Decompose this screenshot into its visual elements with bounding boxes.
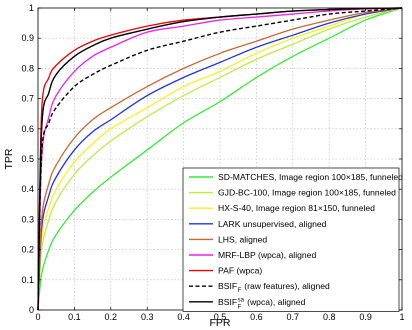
roc-curve-4 (37, 7, 403, 311)
roc-curve-9 (37, 7, 403, 311)
legend-label: GJD-BC-100, Image region 100×185, funnel… (218, 188, 396, 198)
x-tick-label: 0.7 (287, 312, 300, 322)
x-tick-label: 0.1 (68, 312, 81, 322)
x-tick-label: 0.3 (141, 312, 154, 322)
legend-label: HX-S-40, Image region 81×150, funneled (218, 203, 375, 213)
legend-label: BSIFF (raw features), aligned (218, 281, 330, 294)
roc-curve-5 (37, 7, 403, 311)
x-tick-label: 1 (399, 312, 404, 322)
y-axis-label: TPR (3, 148, 15, 169)
x-tick-label: 0.9 (359, 312, 372, 322)
y-tick-label: 0.2 (21, 245, 34, 255)
y-tick-label: 0.3 (21, 214, 34, 224)
legend-label: SD-MATCHES, Image region 100×185, funnel… (218, 172, 403, 182)
legend-box (182, 167, 400, 312)
y-tick-label: 0.4 (21, 184, 34, 194)
roc-curve-3 (37, 7, 403, 311)
x-tick-label: 0.4 (177, 312, 190, 322)
y-tick-label: 1 (29, 3, 34, 13)
legend-label: PAF (wpca) (218, 266, 262, 276)
roc-curves (37, 7, 403, 311)
legend-label: MRF-LBP (wpca), aligned (218, 250, 316, 260)
roc-curve-6 (37, 7, 403, 311)
y-tick-label: 0.6 (21, 124, 34, 134)
roc-curve-1 (37, 7, 403, 311)
axis-ticks: 0 0.1 0.2 0.3 0.4 0.5 0.6 0.7 0.8 0.9 1 0 0.1 0.2 0.3 0… (21, 3, 404, 322)
roc-curve-8 (37, 7, 403, 311)
y-tick-label: 0.5 (21, 154, 34, 164)
x-tick-label: 0 (35, 312, 40, 322)
x-axis-label: FPR (210, 317, 231, 329)
legend-label: LARK unsupervised, aligned (218, 219, 327, 229)
x-tick-label: 0.5 (214, 312, 227, 322)
x-tick-label: 0.2 (105, 312, 118, 322)
legend: SD-MATCHES, Image region 100×185, funnel… (182, 167, 403, 312)
y-tick-label: 0 (29, 305, 34, 315)
y-tick-label: 0.9 (21, 33, 34, 43)
y-tick-label: 0.1 (21, 275, 34, 285)
legend-label: BSIFsa F (wpca), aligned (218, 297, 306, 311)
x-tick-label: 0.8 (323, 312, 336, 322)
legend-label: LHS, aligned (218, 234, 267, 244)
y-tick-label: 0.8 (21, 63, 34, 73)
y-tick-label: 0.7 (21, 94, 34, 104)
roc-curve-2 (37, 7, 403, 311)
x-tick-label: 0.6 (250, 312, 263, 322)
